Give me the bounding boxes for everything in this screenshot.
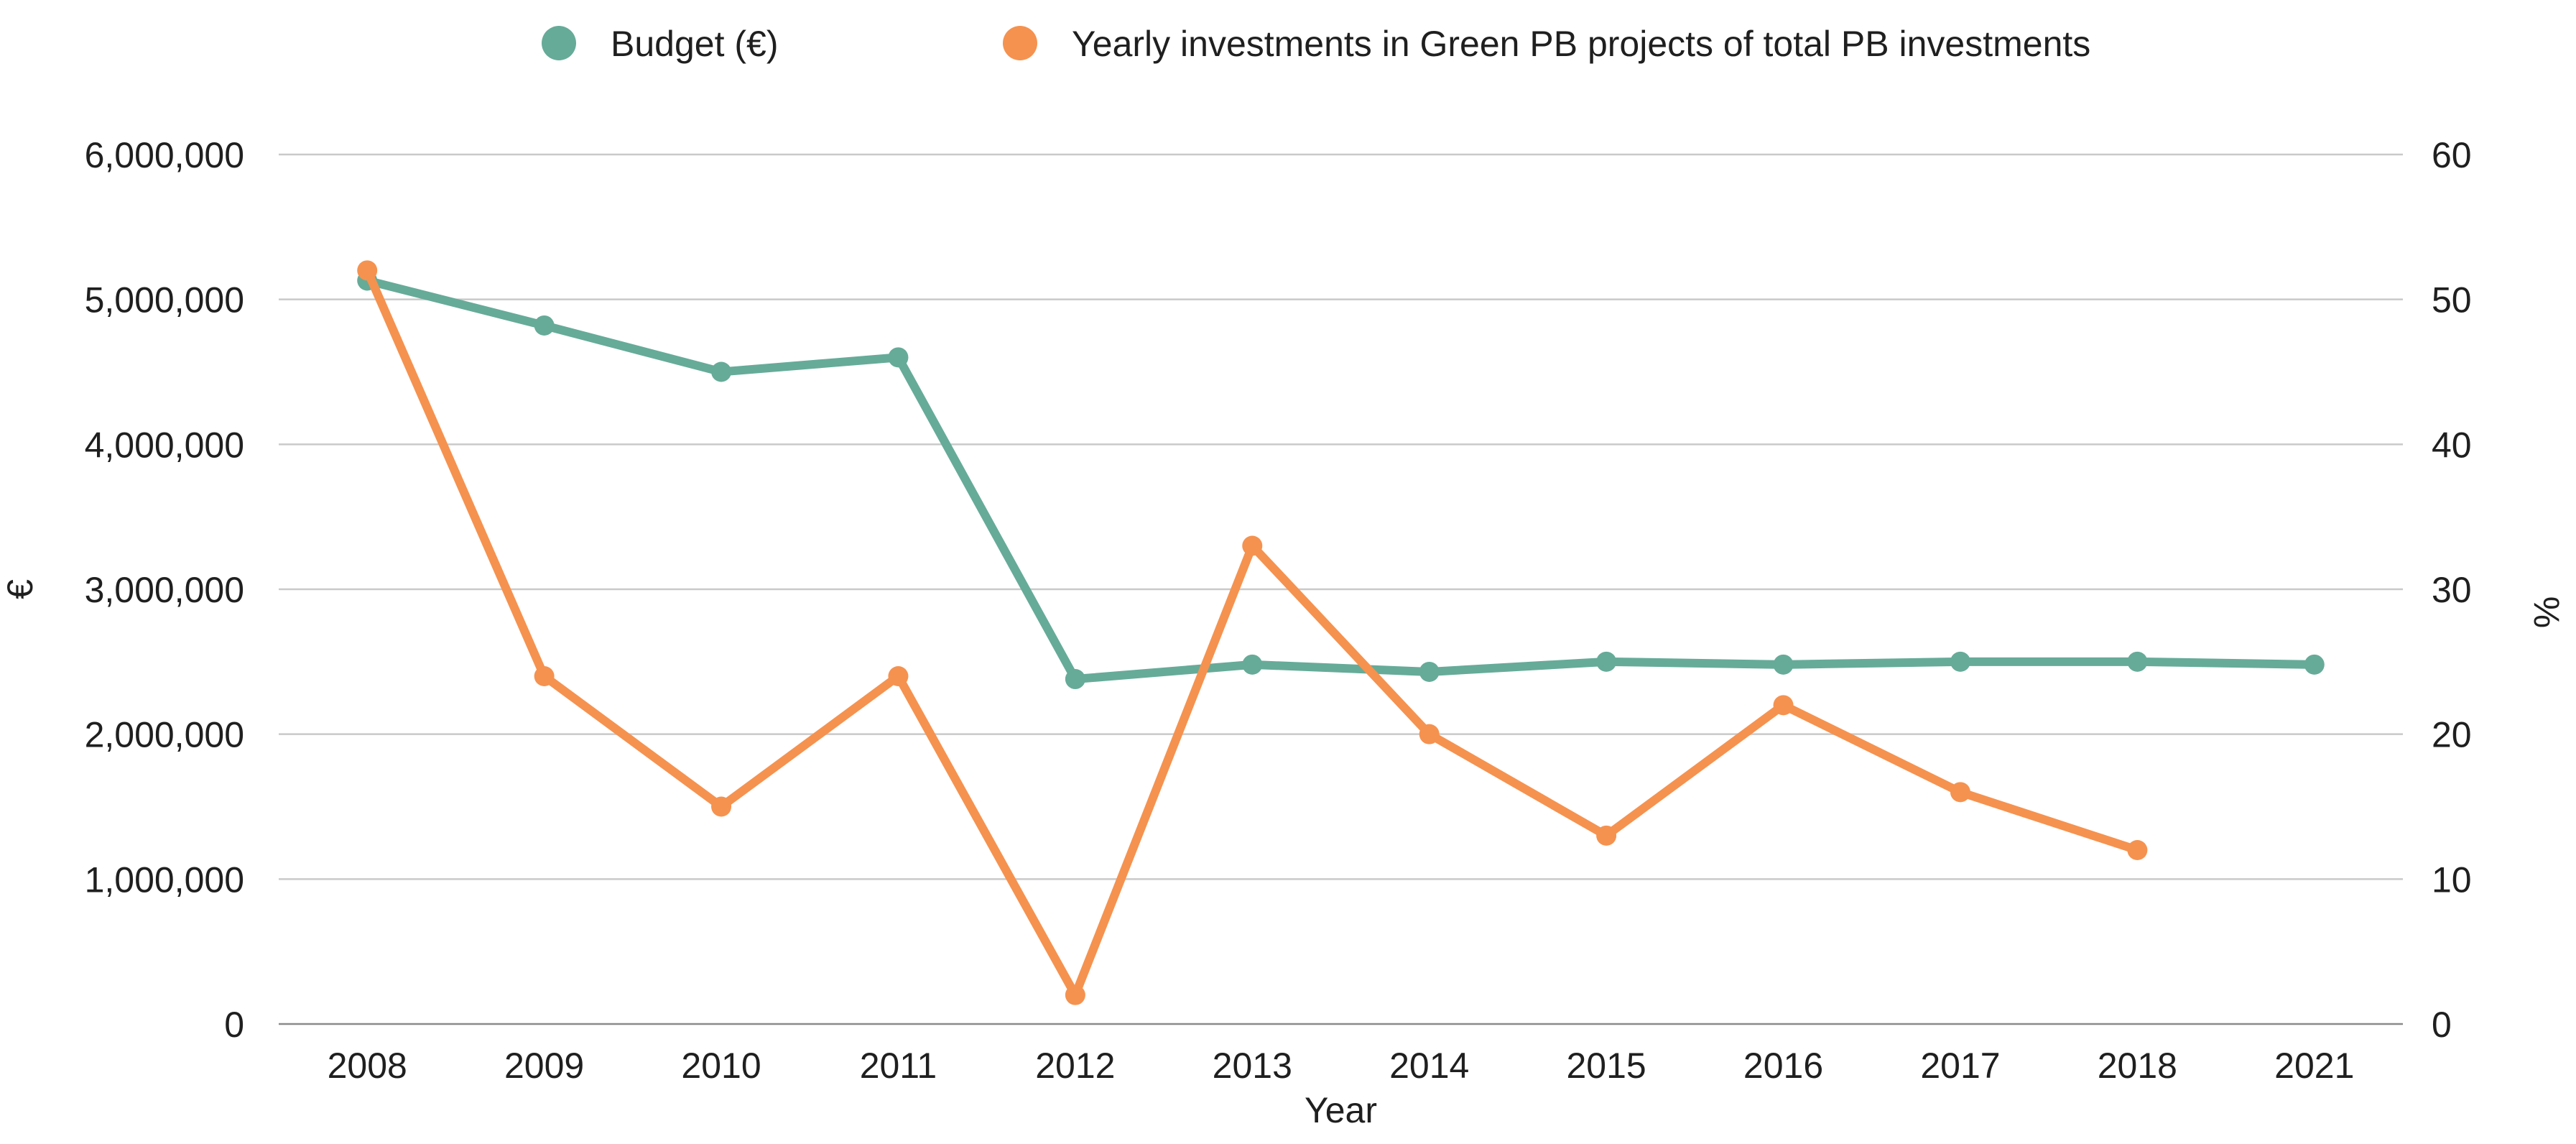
data-point-series-2 bbox=[1242, 535, 1263, 556]
y-left-tick-label: 3,000,000 bbox=[85, 570, 244, 610]
y-left-tick-label: 6,000,000 bbox=[85, 135, 244, 175]
data-point-series-1 bbox=[888, 347, 909, 368]
y-right-tick-label: 40 bbox=[2432, 425, 2472, 465]
legend: Budget (€) Yearly investments in Green PB… bbox=[542, 24, 2090, 64]
y-right-tick-label: 30 bbox=[2432, 570, 2472, 610]
data-point-series-2 bbox=[1773, 695, 1794, 716]
y-right-axis-title: % bbox=[2526, 596, 2567, 628]
x-tick-label: 2014 bbox=[1389, 1046, 1469, 1086]
x-tick-label: 2008 bbox=[328, 1046, 407, 1086]
data-point-series-2 bbox=[2127, 840, 2148, 860]
data-point-series-1 bbox=[1950, 651, 1970, 672]
data-point-series-1 bbox=[1242, 654, 1263, 675]
data-point-series-1 bbox=[1065, 669, 1085, 690]
series-line-1 bbox=[363, 276, 2319, 684]
y-right-tick-label: 20 bbox=[2432, 715, 2472, 755]
data-point-series-1 bbox=[1773, 654, 1794, 675]
legend-label-1: Budget (€) bbox=[611, 24, 778, 64]
y-left-axis-title: € bbox=[0, 579, 40, 599]
y-right-tick-label: 60 bbox=[2432, 135, 2472, 175]
data-point-series-1 bbox=[1596, 651, 1617, 672]
data-point-series-2 bbox=[1419, 724, 1440, 744]
data-point-series-1 bbox=[2127, 651, 2148, 672]
legend-swatch-2 bbox=[1003, 26, 1037, 60]
series-layer bbox=[357, 260, 2325, 1005]
data-point-series-2 bbox=[1065, 984, 1085, 1005]
x-tick-label: 2013 bbox=[1213, 1046, 1292, 1086]
x-tick-label: 2017 bbox=[1920, 1046, 2000, 1086]
data-point-series-1 bbox=[2304, 654, 2325, 675]
grid-layer bbox=[279, 153, 2403, 880]
data-point-series-2 bbox=[1596, 825, 1617, 846]
x-tick-label: 2012 bbox=[1035, 1046, 1115, 1086]
x-tick-label: 2011 bbox=[860, 1046, 937, 1086]
y-left-tick-label: 1,000,000 bbox=[85, 859, 244, 900]
y-left-tick-label: 4,000,000 bbox=[85, 425, 244, 465]
y-left-tick-label: 5,000,000 bbox=[85, 280, 244, 320]
x-tick-label: 2016 bbox=[1743, 1046, 1823, 1086]
x-tick-label: 2010 bbox=[681, 1046, 761, 1086]
y-right-tick-label: 0 bbox=[2432, 1005, 2452, 1045]
data-point-series-2 bbox=[534, 666, 555, 686]
x-tick-label: 2015 bbox=[1567, 1046, 1646, 1086]
data-point-series-2 bbox=[711, 796, 732, 817]
y-right-tick-label: 10 bbox=[2432, 859, 2472, 900]
legend-label-2: Yearly investments in Green PB projects … bbox=[1072, 24, 2090, 64]
series-line-2 bbox=[363, 266, 2142, 1000]
x-tick-label: 2009 bbox=[504, 1046, 584, 1086]
x-tick-label: 2021 bbox=[2274, 1046, 2354, 1086]
data-point-series-1 bbox=[711, 361, 732, 382]
data-point-series-2 bbox=[357, 260, 378, 281]
x-tick-label: 2018 bbox=[2098, 1046, 2177, 1086]
axes-layer: 0 1,000,000 2,000,000 3,000,000 4,000,000 5,0… bbox=[0, 135, 2567, 1130]
y-left-tick-label: 0 bbox=[224, 1005, 244, 1045]
data-point-series-2 bbox=[888, 666, 909, 686]
x-axis-title: Year bbox=[1305, 1090, 1377, 1130]
legend-swatch-1 bbox=[542, 26, 576, 60]
data-point-series-1 bbox=[1419, 661, 1440, 682]
y-right-tick-label: 50 bbox=[2432, 280, 2472, 320]
data-point-series-1 bbox=[534, 315, 555, 336]
data-point-series-2 bbox=[1950, 782, 1970, 803]
y-left-tick-label: 2,000,000 bbox=[85, 715, 244, 755]
